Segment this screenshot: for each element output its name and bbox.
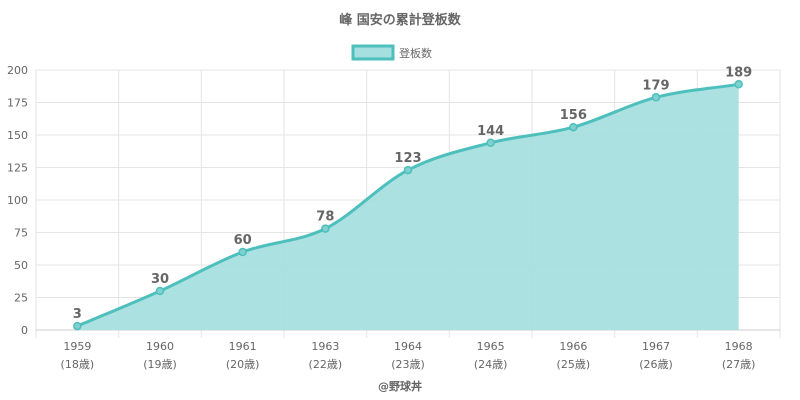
x-tick-sublabel: (25歳) — [557, 358, 591, 371]
data-label: 3 — [73, 307, 82, 322]
x-tick-label: 1965 — [477, 340, 505, 353]
data-point — [403, 165, 413, 175]
data-point — [155, 286, 165, 296]
x-tick-label: 1966 — [559, 340, 587, 353]
data-point — [486, 138, 495, 148]
y-tick-label: 75 — [14, 227, 28, 240]
plot-area — [73, 80, 743, 331]
data-point — [73, 321, 82, 331]
data-label: 156 — [560, 108, 587, 123]
y-tick-label: 0 — [21, 324, 28, 337]
data-point — [651, 93, 661, 102]
data-point — [238, 247, 247, 257]
x-axis: 1959 (18歳) 1960 (19歳) 1961 (20歳) 1963 (22歳) 1964… — [36, 329, 780, 371]
x-tick-label: 1968 — [725, 340, 753, 353]
data-label: 144 — [477, 124, 504, 139]
x-tick-sublabel: (19歳) — [143, 358, 177, 371]
x-tick-label: 1967 — [642, 340, 670, 353]
y-tick-label: 175 — [7, 97, 28, 110]
x-tick-label: 1960 — [146, 340, 174, 353]
x-tick-sublabel: (27歳) — [722, 358, 756, 371]
y-tick-label: 25 — [14, 292, 28, 305]
data-labels: 3 30 60 78 123 144 156 179 189 — [73, 65, 752, 322]
legend-swatch — [351, 44, 395, 61]
y-tick-label: 100 — [7, 194, 28, 207]
data-label: 123 — [394, 151, 421, 166]
data-label: 60 — [234, 233, 252, 248]
data-label: 179 — [642, 78, 669, 93]
x-tick-sublabel: (22歳) — [309, 358, 343, 371]
credit: @野球丼 — [378, 379, 422, 393]
series-area — [77, 84, 739, 330]
y-tick-label: 125 — [7, 162, 28, 175]
x-tick-label: 1964 — [394, 340, 422, 353]
legend[interactable]: 登板数 — [351, 44, 432, 61]
data-label: 30 — [151, 272, 169, 287]
data-point — [321, 224, 330, 233]
data-point — [569, 122, 578, 132]
y-tick-label: 50 — [14, 259, 28, 272]
data-label: 78 — [316, 210, 334, 225]
x-tick-label: 1963 — [311, 340, 339, 353]
y-tick-label: 150 — [7, 129, 28, 142]
x-tick-sublabel: (20歳) — [226, 358, 260, 371]
x-tick-label: 1959 — [63, 340, 91, 353]
legend-label: 登板数 — [399, 46, 432, 60]
x-tick-sublabel: (18歳) — [61, 358, 95, 371]
y-tick-label: 200 — [7, 64, 28, 77]
x-tick-sublabel: (23歳) — [391, 358, 425, 371]
data-label: 189 — [725, 65, 752, 80]
x-tick-sublabel: (26歳) — [639, 358, 673, 371]
data-point — [734, 80, 743, 89]
chart-title: 峰 国安の累計登板数 — [339, 12, 462, 28]
y-axis: 0 25 50 75 100 125 150 175 200 — [7, 64, 28, 337]
x-tick-label: 1961 — [229, 340, 257, 353]
x-tick-sublabel: (24歳) — [474, 358, 508, 371]
